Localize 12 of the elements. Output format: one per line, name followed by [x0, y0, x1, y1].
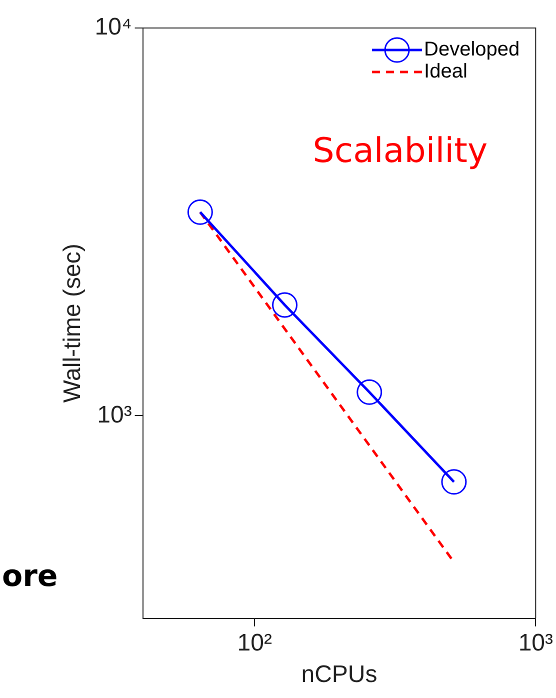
x-tick-label: 10² — [237, 629, 272, 656]
y-axis-title: Wall-time (sec) — [59, 244, 86, 403]
point — [356, 379, 382, 405]
point — [441, 469, 467, 495]
legend-label: Ideal — [424, 60, 468, 83]
annotation: Scalability — [312, 130, 488, 171]
text: ore — [2, 559, 58, 594]
point — [272, 292, 298, 318]
x-axis-title: nCPUs — [301, 661, 378, 688]
legend-label: Developed — [424, 38, 520, 61]
y-tick-label: 10⁴ — [94, 14, 132, 41]
point — [187, 199, 213, 225]
